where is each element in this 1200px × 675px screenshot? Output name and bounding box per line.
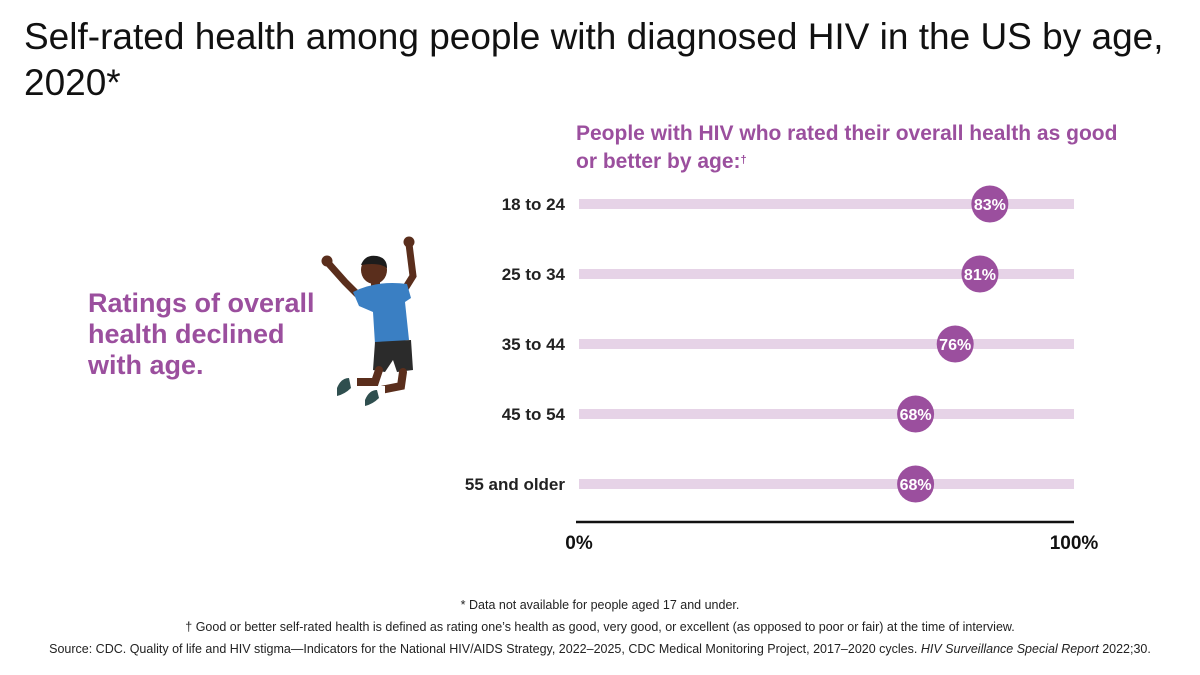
bar-track [579,339,1074,349]
tick-label: 0% [565,533,593,554]
footnote-dagger: † Good or better self-rated health is de… [185,620,1015,634]
chart-subtitle-text: People with HIV who rated their overall … [576,122,1118,173]
data-label: 81% [964,267,996,284]
bar-track [579,409,1074,419]
chart-subtitle: People with HIV who rated their overall … [576,120,1136,176]
category-label: 55 and older [465,475,566,494]
dagger-mark: † [740,154,747,166]
value-marker [936,325,974,363]
data-label: 68% [900,477,932,494]
footnote-star: * Data not available for people aged 17 … [460,598,740,612]
category-label: 25 to 34 [502,265,566,284]
bar-track [579,199,1074,209]
category-label: 18 to 24 [502,195,566,214]
value-marker [961,255,999,293]
source-italic: HIV Surveillance Special Report [920,642,1099,656]
data-label: 68% [900,407,932,424]
data-label: 76% [939,337,971,354]
footnotes: * Data not available for people aged 17 … [0,594,1200,660]
source-prefix: Source: CDC. Quality of life and HIV sti… [49,642,918,656]
value-marker [897,465,935,503]
jumping-person-illustration [315,232,425,417]
category-label: 45 to 54 [502,405,566,424]
page-title: Self-rated health among people with diag… [24,16,1164,103]
bar-track [579,269,1074,279]
value-marker [971,185,1009,223]
bar-track [579,479,1074,489]
person-icon [321,236,417,406]
tick-label: 100% [1050,533,1099,554]
data-label: 83% [974,197,1006,214]
category-label: 35 to 44 [502,335,566,354]
callout-text: Ratings of overall health declined with … [88,288,315,380]
source-suffix: 2022;30. [1102,642,1151,656]
source-note: Source: CDC. Quality of life and HIV sti… [0,638,1200,660]
value-marker [897,395,935,433]
